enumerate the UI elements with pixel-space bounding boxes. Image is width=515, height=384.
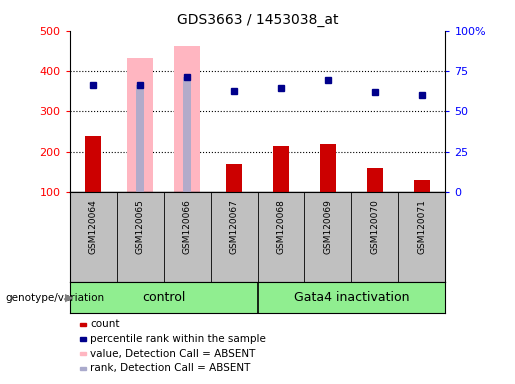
Text: count: count — [90, 319, 119, 329]
Bar — [414, 180, 430, 192]
Text: value, Detection Call = ABSENT: value, Detection Call = ABSENT — [90, 349, 255, 359]
Bar — [174, 46, 200, 192]
Text: rank, Detection Call = ABSENT: rank, Detection Call = ABSENT — [90, 363, 250, 373]
Text: genotype/variation: genotype/variation — [5, 293, 104, 303]
Bar — [183, 77, 191, 192]
Text: GSM120069: GSM120069 — [323, 199, 333, 254]
Text: GSM120066: GSM120066 — [182, 199, 192, 254]
Text: GSM120067: GSM120067 — [230, 199, 238, 254]
Text: ▶: ▶ — [65, 293, 74, 303]
Text: GSM120068: GSM120068 — [277, 199, 285, 254]
Bar — [273, 146, 289, 192]
Text: Gata4 inactivation: Gata4 inactivation — [294, 291, 409, 304]
Text: GSM120071: GSM120071 — [418, 199, 426, 254]
Bar — [367, 168, 383, 192]
Text: GDS3663 / 1453038_at: GDS3663 / 1453038_at — [177, 13, 338, 27]
Bar — [85, 136, 101, 192]
Text: GSM120065: GSM120065 — [135, 199, 145, 254]
Text: GSM120070: GSM120070 — [370, 199, 380, 254]
Bar — [226, 164, 242, 192]
Bar — [320, 144, 336, 192]
Bar — [127, 58, 153, 192]
Text: percentile rank within the sample: percentile rank within the sample — [90, 334, 266, 344]
Text: GSM120064: GSM120064 — [89, 199, 97, 254]
Text: control: control — [142, 291, 185, 304]
Bar — [136, 85, 144, 192]
